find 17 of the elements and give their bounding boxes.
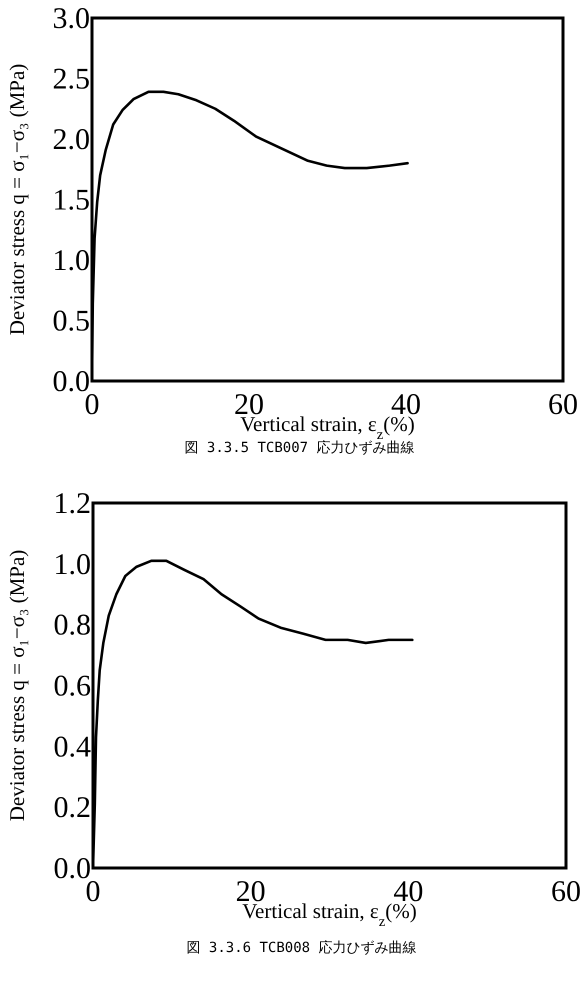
y-tick-label: 1.0 [54, 548, 91, 581]
x-tick-label: 60 [551, 875, 581, 908]
y-tick-label: 2.5 [52, 62, 90, 96]
x-tick-label: 60 [548, 388, 578, 421]
y-tick-label: 0.8 [54, 608, 91, 642]
y-tick-label: 2.0 [52, 123, 90, 156]
y-tick-label: 1.2 [54, 487, 91, 520]
y-axis-title: Deviator stress q = σ₁−σ₃ (MPa) [5, 64, 29, 336]
y-tick-label: 1.0 [52, 244, 90, 277]
y-tick-label: 3.0 [52, 2, 90, 35]
y-axis-title: Deviator stress q = σ₁−σ₃ (MPa) [5, 550, 29, 822]
text: 図 3.3.6 TCB008 応力ひずみ曲線 [186, 940, 417, 956]
y-tick-label: 0.6 [54, 670, 91, 702]
y-tick-label: 1.5 [52, 184, 90, 216]
y-tick-label: 0.4 [54, 730, 91, 764]
y-tick-label: 0.2 [54, 791, 91, 824]
y-tick-label: 0.5 [52, 304, 90, 338]
